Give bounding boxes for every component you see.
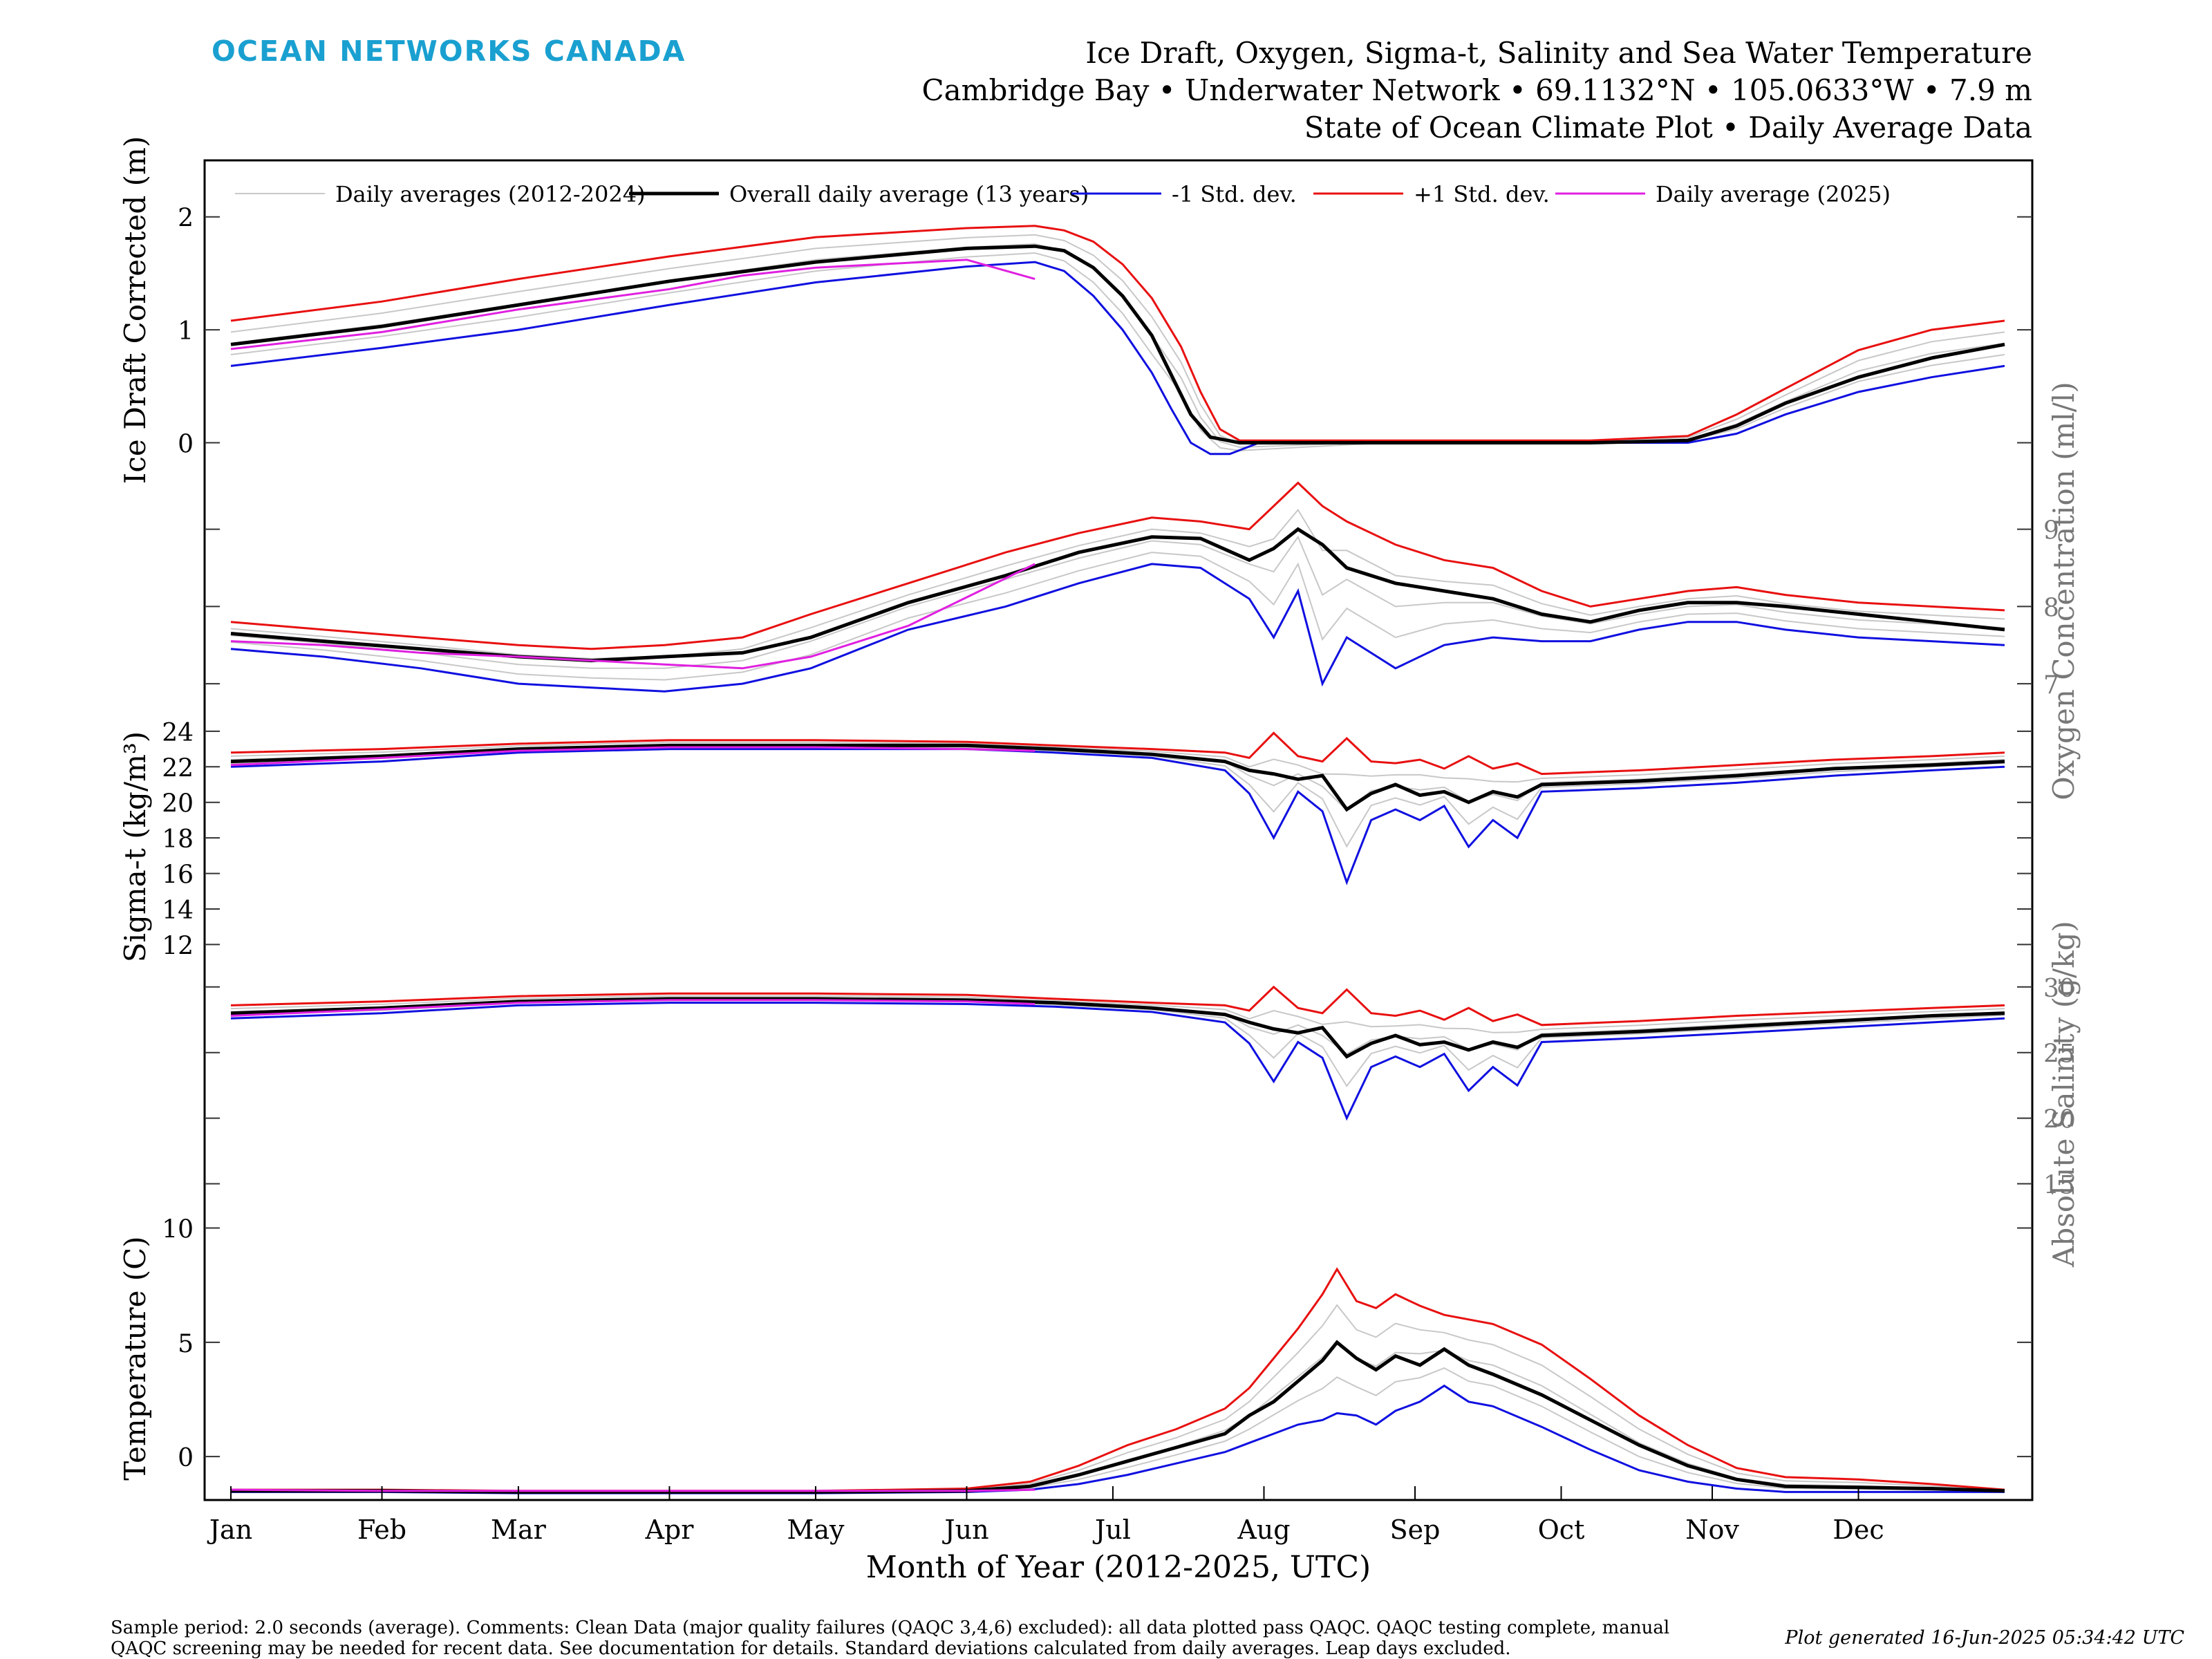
oxygen-axis-label: Oxygen Concentration (ml/l): [2047, 382, 2081, 800]
salinity-history-line-0: [230, 1000, 2005, 1087]
x-tick-label: Feb: [357, 1515, 406, 1545]
oxygen-tick-label: 9: [2043, 517, 2059, 545]
sigma_t-minus-std-line: [230, 748, 2005, 885]
sigma_t-tick-label: 20: [162, 790, 194, 818]
temperature-tick-label: 5: [178, 1330, 194, 1358]
sigma_t-plus-std-line: [230, 731, 2005, 776]
sigma_t-tick-label: 12: [162, 932, 194, 960]
x-tick-label: Jun: [941, 1515, 988, 1545]
oxygen-current-year-line: [230, 563, 1035, 670]
legend-label: +1 Std. dev.: [1414, 181, 1550, 207]
oxygen-tick-label: 7: [2043, 671, 2059, 700]
salinity-history-line-2: [230, 995, 2005, 1033]
sigma_t-tick-label: 18: [162, 825, 194, 854]
salinity-tick-label: 15: [2043, 1172, 2075, 1200]
series-layer: [230, 225, 2005, 1494]
oxygen-average-line: [230, 527, 2005, 663]
onc-logo: OCEAN NETWORKS CANADA: [212, 35, 686, 68]
plot-location: Cambridge Bay • Underwater Network • 69.…: [921, 73, 2032, 107]
legend-label: Daily average (2025): [1656, 181, 1891, 207]
ice-history-line-1: [230, 243, 2005, 449]
sigma_t-tick-label: 14: [162, 897, 194, 925]
ice-minus-std-line: [230, 261, 2005, 456]
salinity-plus-std-line: [230, 985, 2005, 1027]
temperature-tick-label: 0: [178, 1444, 194, 1472]
salinity-tick-label: 25: [2043, 1040, 2075, 1069]
plot-title: Ice Draft, Oxygen, Sigma-t, Salinity and…: [1085, 36, 2032, 70]
plot-frame: [203, 159, 2034, 1501]
sigma_t-current-year-line: [230, 746, 1035, 767]
x-tick-label: Dec: [1833, 1515, 1884, 1545]
temperature-current-year-line: [230, 1488, 1035, 1492]
temperature-minus-std-line: [231, 1384, 2005, 1494]
ice-axis-label: Ice Draft Corrected (m): [118, 136, 152, 484]
x-tick-label: Mar: [491, 1515, 547, 1545]
legend-label: Daily averages (2012-2024): [335, 181, 646, 207]
oxygen-history-line-1: [230, 535, 2005, 669]
oxygen-minus-std-line: [230, 563, 2005, 693]
generated-timestamp: Plot generated 16-Jun-2025 05:34:42 UTC: [1785, 1627, 2184, 1649]
salinity-current-year-line: [230, 999, 1035, 1017]
x-axis-label: Month of Year (2012-2025, UTC): [866, 1550, 1371, 1585]
ice-tick-label: 1: [178, 317, 194, 346]
legend-label: -1 Std. dev.: [1172, 181, 1297, 207]
sigma_t-average-line: [230, 743, 2005, 812]
sigma_t-tick-label: 24: [162, 719, 194, 747]
sigma_t-history-line-0: [230, 746, 2005, 848]
ice-average-line: [230, 244, 2005, 444]
oxygen-plus-std-line: [230, 481, 2005, 650]
salinity-minus-std-line: [230, 1002, 2005, 1121]
x-tick-label: Jul: [1092, 1515, 1131, 1545]
ice-tick-label: 2: [178, 205, 194, 233]
sigma_t-tick-label: 22: [162, 754, 194, 782]
salinity-average-line: [230, 997, 2005, 1059]
x-tick-label: Apr: [644, 1515, 694, 1545]
x-tick-label: Sep: [1390, 1515, 1441, 1545]
ice-current-year-line: [230, 259, 1035, 350]
oxygen-history-line-2: [230, 508, 2005, 659]
temperature-tick-label: 10: [162, 1216, 194, 1244]
footer-note: Sample period: 2.0 seconds (average). Co…: [111, 1618, 1670, 1659]
salinity-axis-label: Absolute Salinity (g/kg): [2047, 921, 2081, 1268]
salinity-tick-label: 20: [2043, 1106, 2075, 1134]
sigma_t-tick-label: 16: [162, 861, 194, 890]
oxygen-history-line-0: [230, 552, 2005, 681]
temperature-axis-label: Temperature (C): [118, 1236, 152, 1480]
sigma_t-history-line-2: [230, 741, 2005, 783]
temperature-plus-std-line: [231, 1267, 2005, 1492]
x-tick-label: Aug: [1237, 1515, 1290, 1545]
salinity-tick-label: 30: [2043, 975, 2075, 1003]
x-tick-label: Oct: [1538, 1515, 1585, 1545]
oxygen-tick-label: 8: [2043, 594, 2059, 622]
x-tick-label: Nov: [1685, 1515, 1739, 1545]
plot-subtitle: State of Ocean Climate Plot • Daily Aver…: [1304, 111, 2032, 144]
x-tick-label: Jan: [207, 1515, 252, 1545]
legend-label: Overall daily average (13 years): [729, 181, 1089, 207]
legend: Daily averages (2012-2024) Overall daily …: [235, 181, 1891, 207]
ice-tick-label: 0: [178, 430, 194, 458]
ice-history-line-2: [230, 234, 2005, 445]
x-tick-label: May: [787, 1515, 845, 1545]
ice-plus-std-line: [230, 225, 2005, 442]
sigma_t-axis-label: Sigma-t (kg/m³): [118, 731, 152, 962]
